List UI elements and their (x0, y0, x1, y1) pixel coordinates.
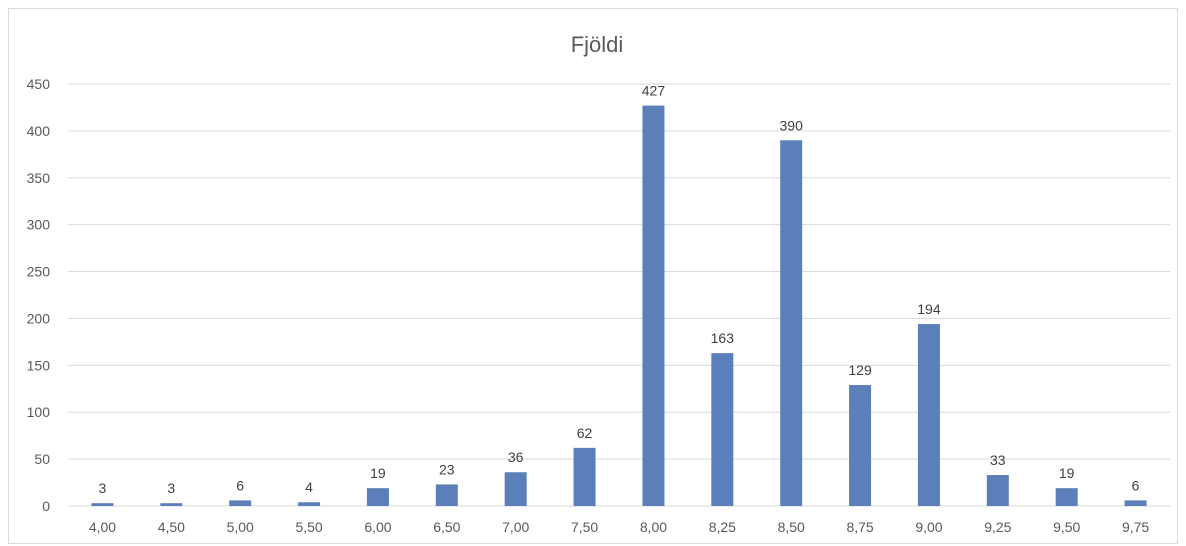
data-label: 3 (99, 480, 107, 496)
x-tick-label: 5,50 (295, 519, 322, 535)
bar-6-00 (366, 488, 389, 506)
x-tick-label: 9,25 (984, 519, 1011, 535)
data-label: 19 (370, 465, 386, 481)
bar-7-00 (504, 472, 527, 506)
bar-8-75 (849, 385, 872, 506)
bar-4-00 (91, 503, 114, 506)
gridlines (68, 83, 1170, 507)
x-tick-label: 7,50 (571, 519, 598, 535)
data-label: 19 (1059, 465, 1075, 481)
data-label: 33 (990, 452, 1006, 468)
bar-5-50 (298, 502, 321, 506)
x-tick-label: 4,00 (89, 519, 116, 535)
bars (91, 105, 1147, 507)
data-label: 6 (1132, 477, 1140, 493)
data-label: 23 (439, 461, 455, 477)
data-label: 427 (642, 83, 666, 99)
data-label: 62 (577, 425, 593, 441)
x-tick-label: 9,50 (1053, 519, 1080, 535)
y-tick-label: 450 (27, 76, 51, 92)
x-tick-label: 9,00 (915, 519, 942, 535)
y-tick-label: 300 (27, 217, 51, 233)
y-tick-label: 0 (42, 498, 50, 514)
bar-9-00 (917, 324, 940, 506)
data-label: 3 (167, 480, 175, 496)
data-label: 163 (711, 330, 735, 346)
y-tick-label: 150 (27, 357, 51, 373)
x-tick-label: 8,50 (778, 519, 805, 535)
y-axis: 0 50 100 150 200 250 300 350 400 450 (27, 76, 51, 514)
y-tick-label: 400 (27, 123, 51, 139)
data-label: 36 (508, 449, 524, 465)
x-tick-label: 8,75 (846, 519, 873, 535)
bar-9-50 (1055, 488, 1078, 506)
data-label: 390 (780, 117, 804, 133)
x-tick-label: 8,25 (709, 519, 736, 535)
bar-9-25 (986, 475, 1009, 506)
x-tick-label: 4,50 (158, 519, 185, 535)
bar-4-50 (160, 503, 183, 506)
chart-title: Fjöldi (571, 32, 624, 57)
y-tick-label: 200 (27, 310, 51, 326)
x-tick-label: 5,00 (227, 519, 254, 535)
y-tick-label: 100 (27, 404, 51, 420)
data-label: 6 (236, 477, 244, 493)
bar-5-00 (229, 500, 252, 506)
bar-6-50 (435, 484, 458, 506)
x-tick-label: 7,00 (502, 519, 529, 535)
bar-8-00 (642, 105, 665, 507)
x-tick-label: 8,00 (640, 519, 667, 535)
x-tick-label: 9,75 (1122, 519, 1149, 535)
data-label: 4 (305, 479, 313, 495)
bar-9-75 (1124, 500, 1147, 506)
y-tick-label: 350 (27, 170, 51, 186)
y-tick-label: 50 (34, 451, 50, 467)
x-tick-label: 6,00 (364, 519, 391, 535)
y-tick-label: 250 (27, 264, 51, 280)
data-label: 129 (848, 362, 872, 378)
bar-8-25 (711, 353, 734, 506)
data-label: 194 (917, 301, 941, 317)
x-axis: 4,00 4,50 5,00 5,50 6,00 6,50 7,00 7,50 8,00 8,25… (89, 519, 1150, 535)
bar-8-50 (780, 140, 803, 506)
bar-7-50 (573, 447, 596, 506)
x-tick-label: 6,50 (433, 519, 460, 535)
